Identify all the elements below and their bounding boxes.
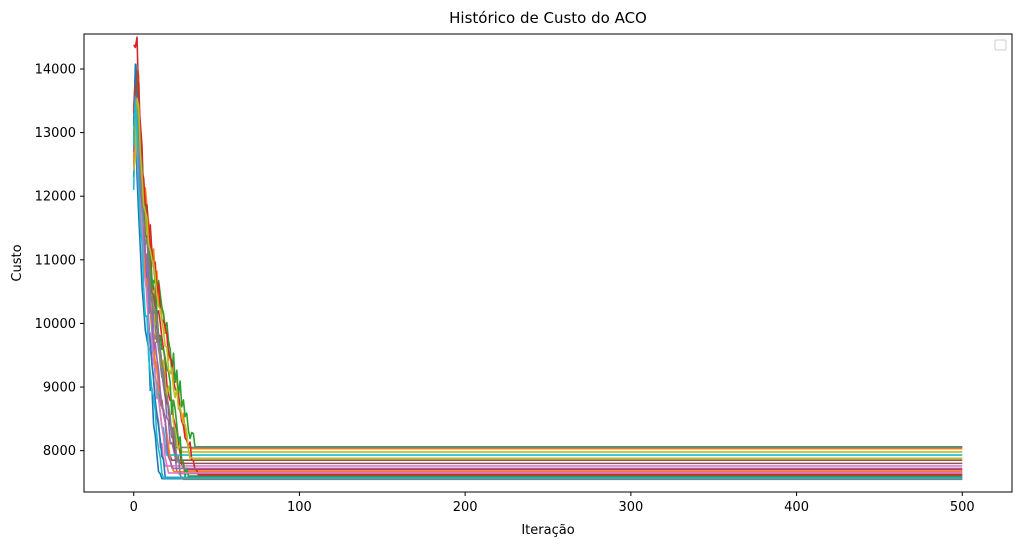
series-line-15	[132, 94, 963, 470]
x-tick-label: 0	[130, 500, 138, 515]
y-tick-label: 13000	[35, 126, 76, 141]
series-line-5	[132, 66, 963, 475]
series-line-13	[132, 76, 963, 477]
x-axis: 0 100 200 300 400 500	[130, 492, 975, 515]
chart-title: Histórico de Custo do ACO	[449, 9, 647, 27]
series-line-14	[132, 82, 963, 476]
series-line-2	[132, 63, 963, 450]
y-tick-label: 8000	[43, 444, 76, 459]
y-tick-label: 10000	[35, 317, 76, 332]
y-tick-label: 11000	[35, 253, 76, 268]
series-line-16	[133, 70, 963, 465]
series-line-8	[132, 64, 963, 449]
series-line-11	[132, 63, 963, 479]
series-line-17	[132, 131, 963, 474]
series-line-7	[132, 87, 963, 467]
series-line-18	[132, 97, 963, 481]
series-line-20	[132, 97, 963, 479]
plot-area-frame	[83, 33, 1013, 493]
x-tick-label: 400	[784, 500, 809, 515]
series-line-6	[132, 111, 963, 461]
x-tick-label: 300	[618, 500, 643, 515]
y-tick-label: 14000	[35, 62, 76, 77]
series-line-12	[132, 112, 963, 473]
y-tick-label: 9000	[43, 381, 76, 396]
series-line-19	[132, 98, 963, 460]
x-axis-title: Iteração	[521, 523, 574, 538]
y-tick-label: 12000	[35, 190, 76, 205]
plot-series-group	[132, 36, 963, 481]
y-axis-title: Custo	[10, 244, 25, 281]
x-tick-label: 100	[287, 500, 312, 515]
legend-box	[994, 39, 1007, 51]
series-line-4	[133, 36, 963, 471]
series-line-3	[132, 102, 963, 448]
series-line-1	[132, 112, 963, 480]
series-line-10	[132, 109, 963, 456]
x-tick-label: 200	[453, 500, 478, 515]
y-axis: 8000 9000 10000 11000 12000 13000 14000	[35, 62, 84, 459]
series-line-9	[132, 107, 963, 453]
x-tick-label: 500	[950, 500, 975, 515]
